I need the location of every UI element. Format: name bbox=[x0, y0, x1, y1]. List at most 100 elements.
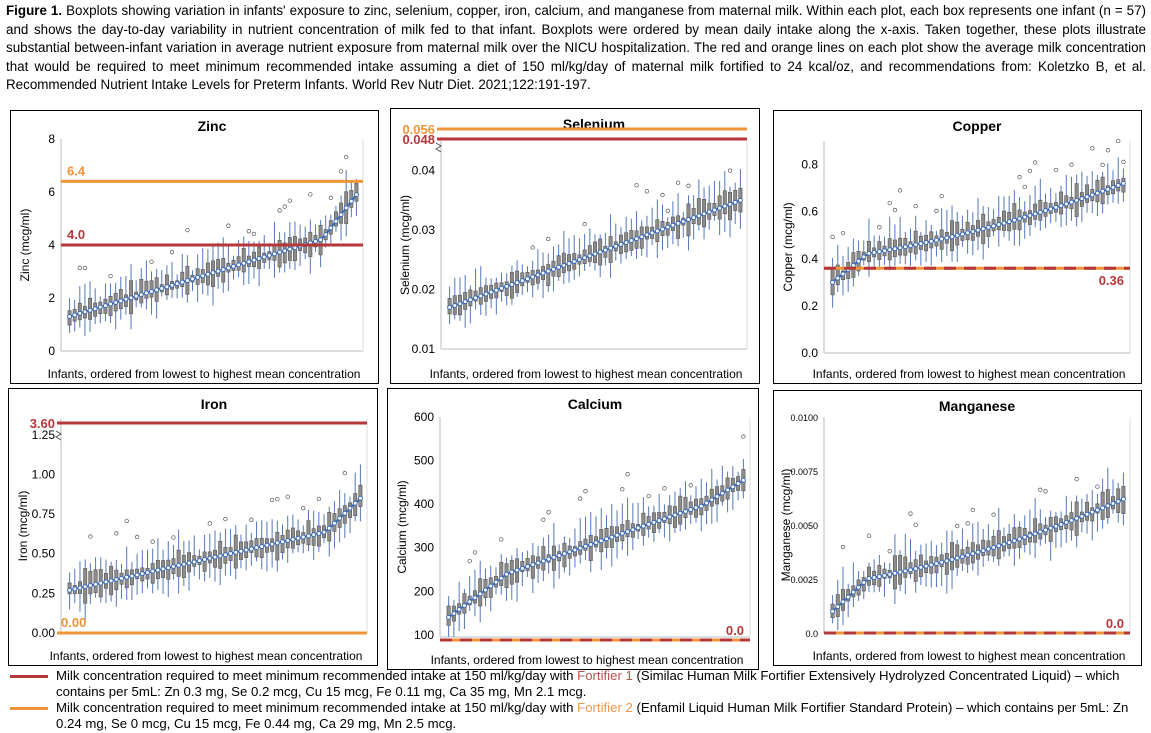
y-tick-label: 0.02 bbox=[412, 283, 436, 297]
mean-point bbox=[1058, 521, 1064, 527]
mean-point bbox=[210, 270, 216, 276]
mean-point bbox=[550, 266, 556, 272]
outlier-point bbox=[1069, 162, 1074, 167]
outlier-point bbox=[301, 506, 306, 511]
mean-point bbox=[488, 583, 494, 589]
mean-point bbox=[482, 587, 488, 593]
box-infant bbox=[246, 229, 252, 285]
box-infant bbox=[620, 487, 625, 550]
mean-point bbox=[225, 265, 231, 271]
mean-point bbox=[949, 556, 955, 562]
mean-point bbox=[593, 540, 599, 546]
box-infant bbox=[175, 274, 180, 299]
box-infant bbox=[660, 192, 665, 251]
mean-point bbox=[87, 307, 93, 313]
mean-point bbox=[181, 561, 187, 567]
mean-point bbox=[295, 535, 301, 541]
selenium-panel: Selenium 0.01 0.02 0.03 0.04 Selenium (mcg/ml… bbox=[390, 108, 760, 384]
mean-point bbox=[72, 586, 78, 592]
mean-point bbox=[499, 285, 505, 291]
y-tick-label: 0.2 bbox=[801, 299, 818, 313]
box bbox=[241, 248, 246, 273]
box-infant bbox=[1048, 510, 1053, 561]
mean-point bbox=[119, 575, 125, 581]
outlier-point bbox=[1027, 168, 1033, 174]
mean-point bbox=[722, 203, 728, 209]
outlier-point bbox=[150, 539, 155, 544]
mean-point bbox=[67, 314, 73, 320]
mean-point bbox=[719, 490, 725, 496]
mean-point bbox=[856, 258, 862, 264]
box-infant bbox=[499, 537, 504, 595]
mean-point bbox=[711, 207, 717, 213]
y-axis-label: Zinc (mcg/ml) bbox=[18, 209, 32, 282]
box-infant bbox=[185, 227, 190, 303]
mean-point bbox=[150, 568, 156, 574]
outlier-point bbox=[149, 259, 154, 264]
mean-point bbox=[970, 228, 976, 234]
mean-point bbox=[97, 304, 103, 310]
mean-point bbox=[133, 293, 139, 299]
box-infant bbox=[613, 223, 618, 261]
mean-point bbox=[174, 281, 180, 287]
mean-point bbox=[717, 205, 723, 211]
mean-point bbox=[661, 516, 667, 522]
mean-point bbox=[514, 280, 520, 286]
box-infant bbox=[77, 265, 82, 328]
box bbox=[625, 520, 630, 538]
mean-point bbox=[561, 551, 567, 557]
mean-point bbox=[1032, 531, 1038, 537]
box bbox=[144, 280, 149, 299]
box-infant bbox=[1090, 489, 1095, 541]
outlier-point bbox=[727, 168, 733, 173]
box-infant bbox=[688, 483, 693, 525]
outlier-point bbox=[287, 198, 292, 203]
box-infant bbox=[851, 562, 856, 608]
outlier-point bbox=[285, 494, 290, 499]
mean-point bbox=[698, 503, 704, 509]
mean-point bbox=[205, 271, 211, 277]
mean-point bbox=[530, 274, 536, 280]
outlier-point bbox=[866, 533, 872, 538]
mean-point bbox=[347, 505, 353, 511]
box-infant bbox=[715, 479, 720, 523]
y-tick-label: 0.6 bbox=[801, 205, 818, 219]
outlier-point bbox=[582, 222, 587, 227]
outlier-point bbox=[1043, 489, 1048, 494]
mean-point bbox=[706, 209, 712, 215]
mean-point bbox=[1053, 204, 1059, 210]
x-axis-label: Infants, ordered from lowest to highest … bbox=[813, 367, 1126, 381]
box-infant bbox=[1105, 467, 1110, 524]
mean-point bbox=[312, 238, 318, 244]
mean-point bbox=[1032, 211, 1038, 217]
outlier-point bbox=[741, 434, 746, 439]
box-infant bbox=[918, 544, 923, 586]
mean-point bbox=[959, 554, 965, 560]
box-infant bbox=[483, 568, 488, 606]
mean-point bbox=[243, 547, 249, 553]
outlier-point bbox=[1022, 184, 1027, 190]
mean-point bbox=[1074, 515, 1080, 521]
mean-point bbox=[561, 262, 567, 268]
box-infant bbox=[882, 562, 887, 597]
mean-point bbox=[598, 538, 604, 544]
mean-point bbox=[614, 532, 620, 538]
y-tick-label: 0.0100 bbox=[790, 413, 818, 423]
box-infant bbox=[892, 207, 898, 266]
box-infant bbox=[897, 188, 903, 264]
mean-point bbox=[266, 252, 272, 258]
outlier-point bbox=[908, 511, 913, 516]
y-tick-label: 0.0 bbox=[805, 629, 818, 639]
box-infant bbox=[662, 486, 667, 538]
mean-point bbox=[280, 539, 286, 545]
box-infant bbox=[207, 521, 212, 578]
box-infant bbox=[504, 273, 509, 306]
box-infant bbox=[187, 540, 191, 591]
box-infant bbox=[285, 494, 290, 564]
y-tick-label: 6 bbox=[48, 185, 55, 199]
figure-caption: Figure 1. Boxplots showing variation in … bbox=[6, 2, 1146, 95]
mean-point bbox=[856, 584, 862, 590]
box-infant bbox=[72, 568, 77, 604]
box-infant bbox=[458, 277, 462, 321]
box-infant bbox=[249, 517, 254, 566]
